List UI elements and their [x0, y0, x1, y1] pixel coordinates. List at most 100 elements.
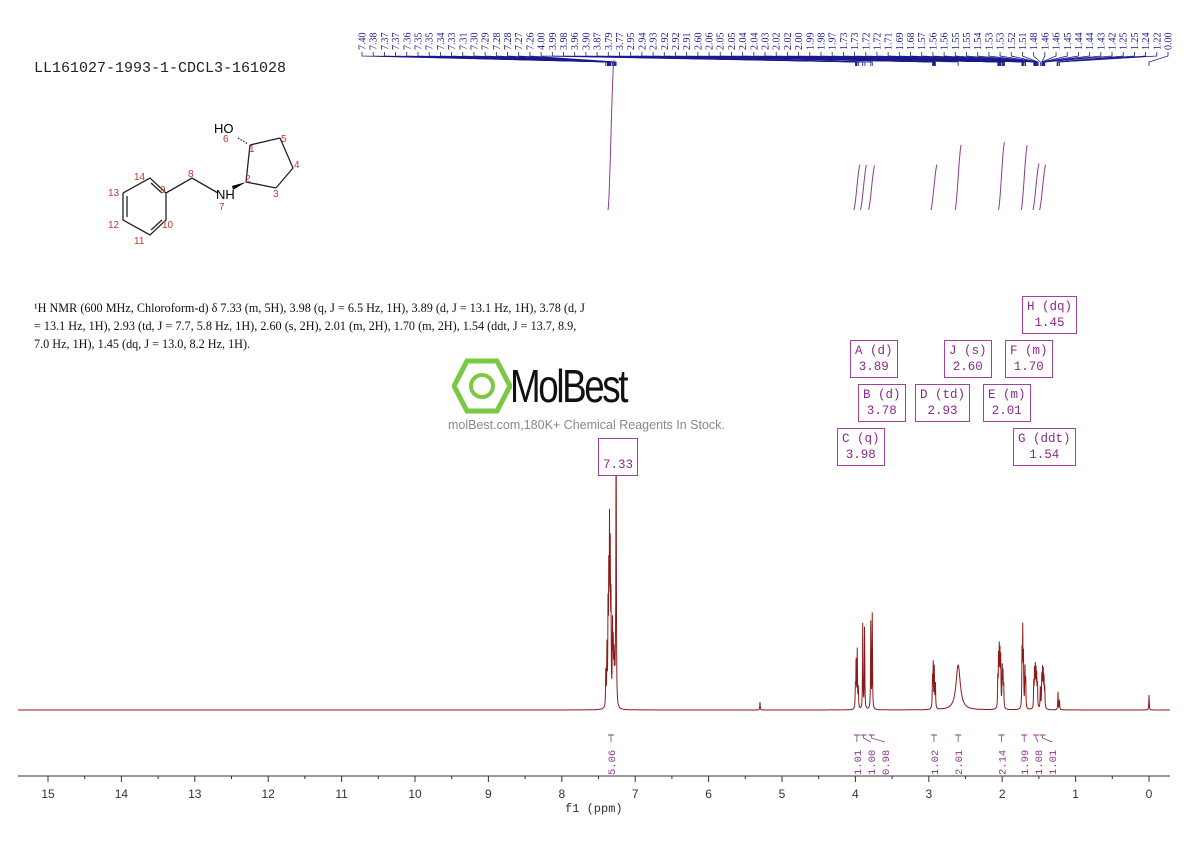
- peak-label: 1.44: [1085, 33, 1096, 51]
- peak-label: 1.52: [1007, 33, 1018, 51]
- svg-text:7: 7: [219, 202, 225, 213]
- peak-label: 1.45: [1063, 33, 1074, 51]
- peak-label: 3.79: [604, 33, 615, 51]
- x-tick-label: 10: [408, 787, 422, 801]
- peak-label: 7.35: [413, 33, 424, 51]
- peak-label: 1.57: [917, 33, 928, 51]
- peak-label-connector: [1022, 52, 1039, 66]
- peak-label: 7.29: [481, 33, 492, 51]
- peak-label: 1.46: [1040, 33, 1051, 51]
- peak-label: 2.05: [727, 33, 738, 51]
- peak-label-connector: [619, 52, 873, 66]
- x-tick-label: 0: [1145, 787, 1153, 801]
- integral-curve: [997, 142, 1005, 211]
- peak-label: 1.56: [928, 33, 939, 51]
- peak-label-connector: [1059, 52, 1158, 66]
- peak-label: 1.53: [996, 33, 1007, 51]
- peak-label-connector: [1042, 52, 1068, 66]
- peak-label: 2.91: [682, 33, 693, 51]
- peak-label: 4.00: [537, 33, 548, 51]
- peak-label: 1.68: [906, 33, 917, 51]
- x-tick-label: 14: [114, 787, 129, 801]
- multiplet-label: A (d) 3.89: [850, 340, 898, 378]
- integral-value: 1.02: [930, 750, 942, 775]
- integral-curve: [1032, 163, 1040, 211]
- svg-text:9: 9: [160, 185, 166, 196]
- peak-label: 1.72: [861, 33, 872, 51]
- peak-label: 2.06: [705, 33, 716, 51]
- multiplet-label: E (m) 2.01: [983, 384, 1031, 422]
- svg-text:5: 5: [281, 134, 287, 145]
- peak-label: 1.97: [828, 33, 839, 51]
- svg-text:12: 12: [108, 220, 120, 231]
- integral-value: 2.14: [997, 750, 1009, 775]
- integral-value: 1.99: [1020, 750, 1032, 775]
- peak-label-connector: [1044, 52, 1113, 66]
- svg-text:6: 6: [223, 134, 229, 145]
- peak-label: 1.25: [1130, 33, 1141, 51]
- spectrum-line: [18, 456, 1170, 711]
- svg-text:2: 2: [245, 174, 251, 185]
- peak-label-connector: [977, 52, 1037, 66]
- peak-label-connector: [1041, 52, 1057, 66]
- peak-label: 7.37: [391, 33, 402, 51]
- peak-label: 3.98: [559, 33, 570, 51]
- peak-label: 7.38: [369, 33, 380, 51]
- multiplet-label: D (td) 2.93: [915, 384, 971, 422]
- logo-text: MolBest: [510, 360, 629, 412]
- integral-value: 2.01: [954, 750, 966, 775]
- peak-label: 2.02: [783, 33, 794, 51]
- peak-label: 3.96: [570, 33, 581, 51]
- peak-label: 1.69: [895, 33, 906, 51]
- svg-text:1: 1: [249, 144, 255, 155]
- peak-label-connector: [943, 52, 1035, 66]
- x-tick-label: 9: [485, 787, 492, 801]
- peak-label-connector: [1043, 52, 1102, 66]
- svg-text:14: 14: [134, 172, 146, 183]
- peak-label: 1.24: [1141, 33, 1152, 51]
- integral-curve: [930, 164, 938, 211]
- peak-label: 1.55: [951, 33, 962, 51]
- peak-label: 3.90: [581, 33, 592, 51]
- peak-label: 7.34: [436, 33, 447, 51]
- integral-value: 5.06: [607, 750, 619, 775]
- peak-label: 1.46: [1052, 33, 1063, 51]
- peak-label: 7.36: [402, 33, 413, 51]
- peak-label: 2.92: [660, 33, 671, 51]
- peak-label: 1.43: [1096, 33, 1107, 51]
- peak-label: 2.60: [693, 33, 704, 51]
- peak-label: 7.27: [514, 33, 525, 51]
- nmr-description: ¹H NMR (600 MHz, Chloroform-d) δ 7.33 (m…: [34, 301, 585, 351]
- peak-label: 2.05: [716, 33, 727, 51]
- x-tick-label: 15: [41, 787, 55, 801]
- peak-label: 3.99: [548, 33, 559, 51]
- sample-title: LL161027-1993-1-CDCL3-161028: [34, 60, 287, 77]
- watermark-tagline: molBest.com,180K+ Chemical Reagents In S…: [448, 418, 725, 432]
- integral-curve: [954, 144, 962, 211]
- peak-label: 1.44: [1074, 33, 1085, 51]
- peak-label: 2.95: [626, 33, 637, 51]
- molbest-logo: MolBest: [451, 358, 629, 414]
- peak-label: 0.00: [1164, 33, 1175, 51]
- x-tick-label: 3: [925, 787, 933, 801]
- integral-curve: [1020, 145, 1028, 211]
- peak-label: 2.93: [649, 33, 660, 51]
- peak-label: 3.87: [593, 33, 604, 51]
- integral-curve: [1039, 164, 1047, 211]
- multiplet-label: J (s) 2.60: [944, 340, 992, 378]
- x-tick-label: 13: [188, 787, 202, 801]
- integral-curve: [853, 164, 861, 211]
- integral-curve: [868, 165, 876, 211]
- peak-labels: 7.40 7.38 7.37 7.37 7.36 7.35 7.35 7.34 7.33 7.31…: [358, 33, 1175, 66]
- benzene-ring: [122, 177, 167, 236]
- integral-curve: [859, 164, 867, 211]
- integral-value: 1.01: [853, 750, 865, 775]
- x-tick-label: 1: [1072, 787, 1079, 801]
- peak-label-connector: [1010, 52, 1038, 66]
- integral-curve: [607, 59, 615, 211]
- svg-text:4: 4: [294, 160, 300, 171]
